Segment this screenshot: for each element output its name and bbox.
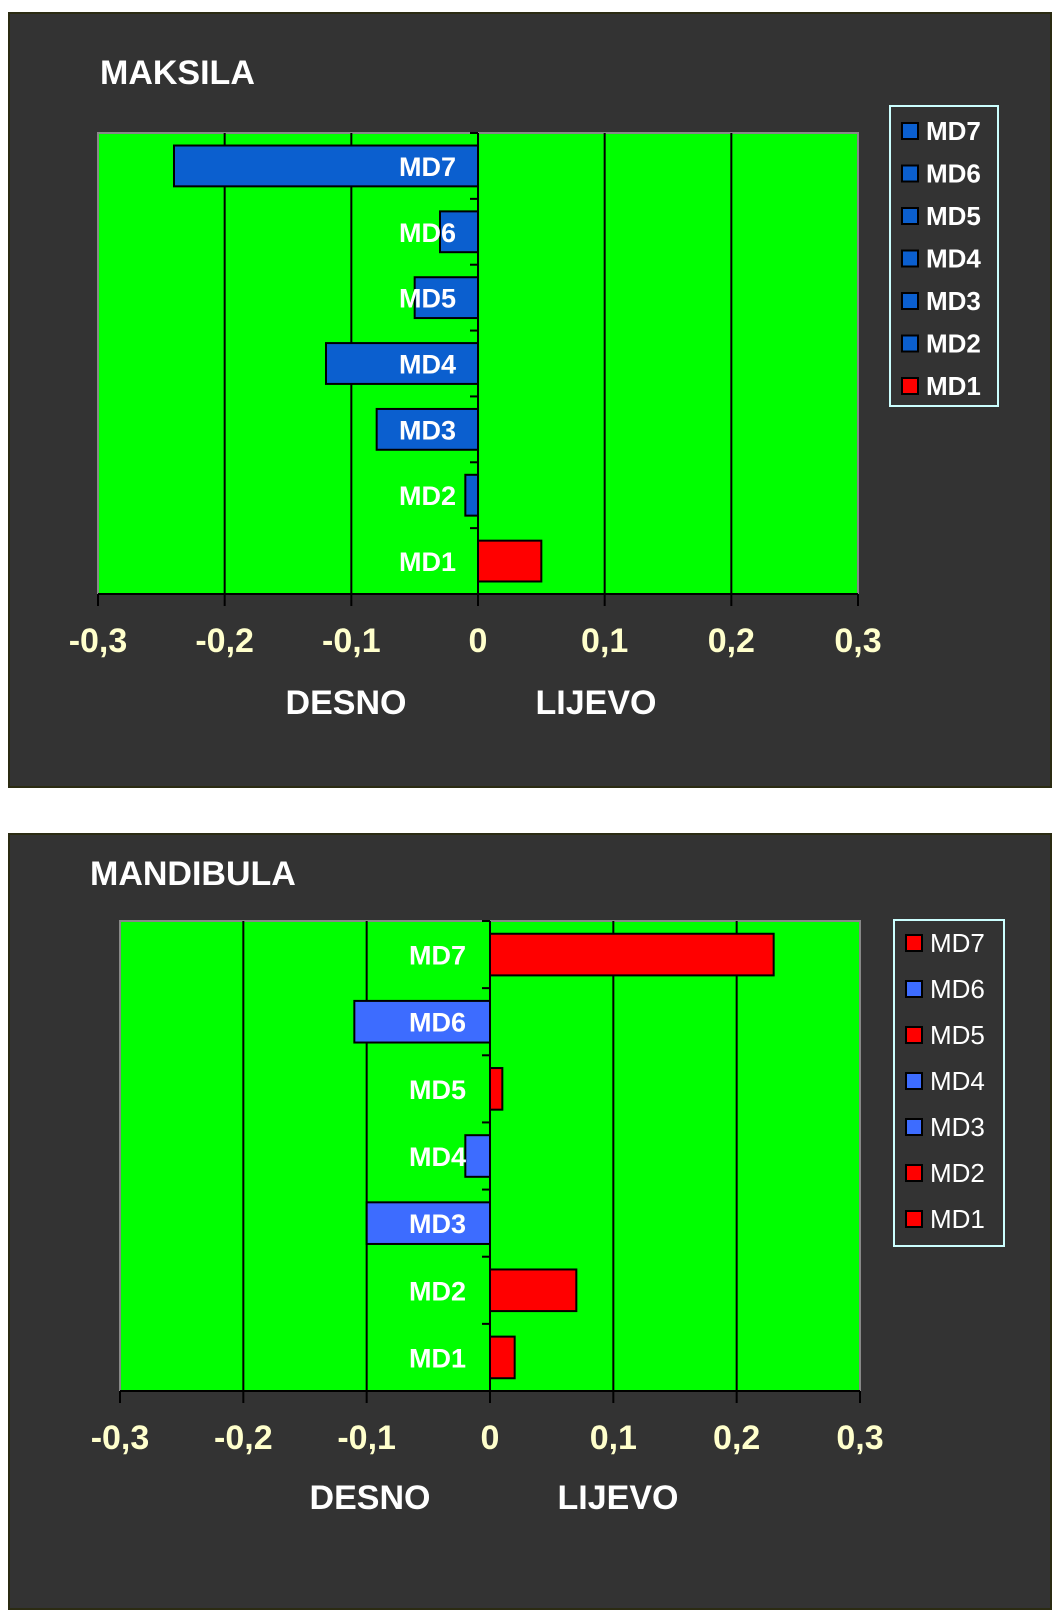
x-label-left: DESNO (310, 1479, 431, 1517)
chart-panel-mandibula: MANDIBULA -0,3 -0,2 -0,1 0 0,1 0,2 0,3 MD7 MD6 MD… (8, 833, 1052, 1610)
legend-swatch (905, 1164, 923, 1182)
legend-box (889, 105, 999, 407)
x-tick-label: -0,1 (337, 1419, 396, 1457)
chart-title: MAKSILA (100, 54, 255, 92)
bar-chart-maksila: -0,3 -0,2 -0,1 0 0,1 0,2 0,3 MD7 MD6 MD5 MD4 MD3 MD2… (69, 105, 999, 722)
legend-label: MD6 (930, 974, 985, 1004)
legend-label: MD2 (926, 329, 981, 359)
bar-md7 (489, 932, 775, 977)
category-label: MD7 (399, 152, 456, 182)
x-label-left: DESNO (286, 684, 407, 722)
bar-md2 (464, 473, 480, 517)
legend-swatch (905, 980, 923, 998)
x-tick-label: 0,2 (713, 1419, 760, 1457)
legend-swatch (905, 1118, 923, 1136)
chart-panel-maksila: MAKSILA -0,3 -0,2 -0,1 0 0,1 0,2 0,3 MD7 MD6 MD5 M… (8, 12, 1052, 788)
x-tick-label: 0,3 (836, 1419, 883, 1457)
x-tick-label: -0,1 (322, 622, 381, 660)
bar-md5 (489, 1067, 504, 1111)
legend-swatch (905, 1210, 923, 1228)
legend-swatch (901, 249, 919, 268)
category-label: MD4 (409, 1142, 466, 1172)
category-label: MD3 (399, 415, 456, 445)
legend-label: MD7 (926, 116, 981, 146)
legend-label: MD1 (926, 371, 981, 401)
category-label: MD1 (409, 1343, 466, 1373)
legend-swatch (905, 934, 923, 952)
legend-label: MD2 (930, 1158, 985, 1188)
bar-md7 (173, 144, 479, 188)
legend-label: MD3 (926, 286, 981, 316)
legend-swatch (901, 334, 919, 353)
category-label: MD4 (399, 350, 456, 380)
bar-md2 (489, 1268, 578, 1313)
x-tick-label: 0,1 (590, 1419, 637, 1457)
category-label: MD6 (409, 1008, 466, 1038)
legend-swatch (901, 292, 919, 310)
x-label-right: LIJEVO (536, 684, 657, 722)
bar-md5 (413, 276, 479, 320)
x-tick-label: 0 (469, 622, 488, 660)
legend-swatch (905, 1072, 923, 1090)
legend-label: MD5 (930, 1020, 985, 1050)
bar-md4 (464, 1134, 492, 1178)
legend-swatch (901, 207, 919, 225)
x-tick-label: -0,2 (195, 622, 254, 660)
category-label: MD2 (409, 1276, 466, 1306)
x-tick-label: 0 (481, 1419, 500, 1457)
category-label: MD5 (399, 284, 456, 314)
category-label: MD6 (399, 218, 456, 248)
legend-label: MD3 (930, 1112, 985, 1142)
x-tick-label: 0,1 (581, 622, 628, 660)
x-tick-label: -0,2 (214, 1419, 273, 1457)
x-tick-label: 0,3 (834, 622, 881, 660)
category-label: MD1 (399, 547, 456, 577)
bar-md6 (439, 210, 479, 254)
category-label: MD7 (409, 941, 466, 971)
legend-label: MD4 (930, 1066, 985, 1096)
legend-label: MD6 (926, 159, 981, 189)
x-tick-label: 0,2 (708, 622, 755, 660)
legend-swatch (905, 1026, 923, 1044)
bar-chart-mandibula: -0,3 -0,2 -0,1 0 0,1 0,2 0,3 MD7 MD6 MD5 MD4 MD3 MD2… (91, 919, 1005, 1517)
bar-md3 (365, 1201, 491, 1245)
legend-swatch (901, 164, 919, 183)
bar-md1 (477, 539, 543, 583)
legend-label: MD1 (930, 1204, 985, 1234)
bar-md1 (489, 1335, 516, 1380)
chart-title: MANDIBULA (90, 855, 296, 893)
legend-swatch (901, 122, 919, 140)
legend-label: MD5 (926, 201, 981, 231)
legend-label: MD4 (926, 244, 981, 274)
legend-label: MD7 (930, 928, 985, 958)
category-label: MD5 (409, 1075, 466, 1105)
x-tick-label: -0,3 (69, 622, 128, 660)
category-label: MD2 (399, 481, 456, 511)
legend-box (893, 919, 1005, 1247)
bar-md3 (375, 407, 479, 451)
x-tick-label: -0,3 (91, 1419, 150, 1457)
category-label: MD3 (409, 1209, 466, 1239)
legend-swatch (901, 377, 919, 395)
x-label-right: LIJEVO (558, 1479, 679, 1517)
